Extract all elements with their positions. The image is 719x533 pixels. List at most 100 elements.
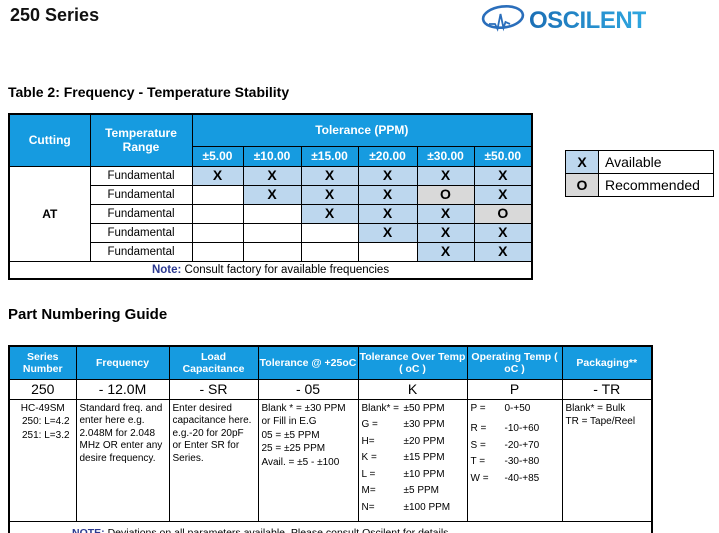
- mark-cell: [300, 222, 359, 243]
- mark-cell: X: [416, 165, 475, 186]
- pn-header-frequency: Frequency: [75, 345, 170, 380]
- col-header-tol-15: ±15.00: [300, 145, 359, 167]
- col-header-tolerance-group: Tolerance (PPM): [191, 113, 533, 147]
- stability-note: Note: Consult factory for available freq…: [8, 260, 533, 280]
- tol-over-option: M= ±5 PPM: [361, 485, 440, 496]
- mark-cell: X: [300, 165, 359, 186]
- mark-cell: [242, 203, 302, 224]
- col-header-temp-range: Temperature Range: [89, 113, 193, 167]
- mark-cell: [357, 241, 418, 262]
- mark-cell: O: [473, 203, 533, 224]
- pn-code-operating-temp: P: [466, 378, 563, 400]
- mark-cell: X: [191, 165, 244, 186]
- legend-symbol-available: X: [565, 150, 599, 174]
- range-cell: Fundamental: [89, 203, 193, 224]
- mark-cell: [300, 241, 359, 262]
- range-cell: Fundamental: [89, 165, 193, 186]
- mark-cell: X: [473, 222, 533, 243]
- cutting-value-cell: AT: [8, 165, 91, 262]
- pn-note: NOTE: Deviations on all parameters avail…: [72, 527, 651, 533]
- col-header-tol-50: ±50.00: [473, 145, 533, 167]
- logo-text: OSCILENT: [529, 6, 647, 34]
- col-header-tol-30: ±30.00: [416, 145, 475, 167]
- series-line: 251: L=3.2: [22, 429, 70, 441]
- pn-code-load-cap: - SR: [168, 378, 259, 400]
- op-temp-option: T = -30-+80: [470, 456, 540, 467]
- stability-note-text: Consult factory for available frequencie…: [184, 263, 390, 276]
- mark-cell: X: [357, 165, 418, 186]
- stability-note-label: Note:: [151, 263, 182, 276]
- mark-cell: X: [357, 184, 418, 205]
- mark-cell: [191, 184, 244, 205]
- part-numbering-table: Series Number Frequency Load Capacitance…: [8, 345, 653, 533]
- mark-cell: X: [242, 165, 302, 186]
- mark-cell: X: [357, 222, 418, 243]
- pn-detail-load-cap: Enter desired capacitance here. e.g.-20 …: [168, 398, 259, 522]
- tolerance-option: Avail. = ±5 - ±100: [261, 456, 340, 468]
- mark-cell: X: [473, 241, 533, 262]
- section-title-part-numbering: Part Numbering Guide: [8, 306, 168, 323]
- frequency-instructions: Standard freq. and enter here e.g. 2.048…: [79, 402, 163, 464]
- legend-row-available: X Available: [565, 150, 714, 174]
- pn-header-operating-temp: Operating Temp ( oC ): [466, 345, 563, 380]
- pn-header-tolerance-25: Tolerance @ +25oC: [257, 345, 359, 380]
- mark-cell: [191, 241, 244, 262]
- pn-detail-frequency: Standard freq. and enter here e.g. 2.048…: [75, 398, 170, 522]
- op-temp-option: R = -10-+60: [470, 423, 540, 434]
- pn-header-load-cap: Load Capacitance: [168, 345, 259, 380]
- packaging-option: Blank* = Bulk: [565, 402, 626, 414]
- page-title: 250 Series: [10, 5, 100, 25]
- section-title-stability: Table 2: Frequency - Temperature Stabili…: [8, 84, 290, 100]
- tol-over-option: L = ±10 PPM: [361, 468, 445, 480]
- tol-over-option: N= ±100 PPM: [361, 501, 451, 513]
- load-cap-instructions: Enter desired capacitance here. e.g.-20 …: [172, 402, 252, 464]
- pn-notes: NOTE: Deviations on all parameters avail…: [8, 521, 653, 533]
- pn-detail-packaging: Blank* = Bulk TR = Tape/Reel: [561, 398, 653, 522]
- pn-code-tolerance-over: K: [357, 378, 468, 400]
- mark-cell: [191, 203, 244, 224]
- range-cell: Fundamental: [89, 222, 193, 243]
- pn-header-tolerance-over: Tolerance Over Temp ( oC ): [357, 345, 468, 380]
- mark-cell: X: [416, 241, 475, 262]
- pn-detail-series: HC-49SM 250: L=4.2 251: L=3.2: [8, 398, 77, 522]
- legend-symbol-recommended: O: [565, 173, 599, 197]
- tolerance-option: or Fill in E.G: [261, 416, 317, 427]
- mark-cell: X: [416, 203, 475, 224]
- pn-code-tolerance-25: - 05: [257, 378, 359, 400]
- mark-cell: [191, 222, 244, 243]
- mark-cell: X: [300, 203, 359, 224]
- legend-label-recommended: Recommended: [598, 173, 714, 197]
- op-temp-option: S = -20-+70: [470, 439, 540, 451]
- mark-cell: [242, 222, 302, 243]
- pn-header-series: Series Number: [8, 345, 77, 380]
- legend-row-recommended: O Recommended: [565, 173, 714, 197]
- pn-detail-operating-temp: P = 0-+50 R = -10-+60 S = -20-+70 T = -30-+8…: [466, 398, 563, 522]
- pn-code-frequency: - 12.0M: [75, 378, 170, 400]
- pn-note-label: NOTE:: [72, 527, 105, 533]
- mark-cell: [242, 241, 302, 262]
- packaging-option: TR = Tape/Reel: [565, 416, 636, 427]
- mark-cell: X: [242, 184, 302, 205]
- tol-over-option: K = ±15 PPM: [361, 452, 445, 463]
- range-cell: Fundamental: [89, 184, 193, 205]
- tol-over-option: Blank* = ±50 PPM: [361, 402, 445, 414]
- mark-cell: X: [300, 184, 359, 205]
- mark-cell: X: [473, 165, 533, 186]
- col-header-tol-5: ±5.00: [191, 145, 244, 167]
- op-temp-option: P = 0-+50: [470, 402, 531, 414]
- col-header-tol-20: ±20.00: [357, 145, 418, 167]
- logo-waveform-icon: [480, 3, 526, 38]
- col-header-cutting: Cutting: [8, 113, 91, 167]
- legend: X Available O Recommended: [565, 150, 714, 197]
- pn-code-packaging: - TR: [561, 378, 653, 400]
- range-cell: Fundamental: [89, 241, 193, 262]
- series-line: HC-49SM: [20, 402, 65, 414]
- mark-cell: O: [416, 184, 475, 205]
- stability-table: Cutting Temperature Range Tolerance (PPM…: [8, 113, 534, 280]
- mark-cell: X: [416, 222, 475, 243]
- col-header-tol-10: ±10.00: [242, 145, 302, 167]
- series-line: 250: L=4.2: [22, 416, 70, 427]
- op-temp-option: W = -40-+85: [470, 472, 540, 484]
- legend-label-available: Available: [598, 150, 714, 174]
